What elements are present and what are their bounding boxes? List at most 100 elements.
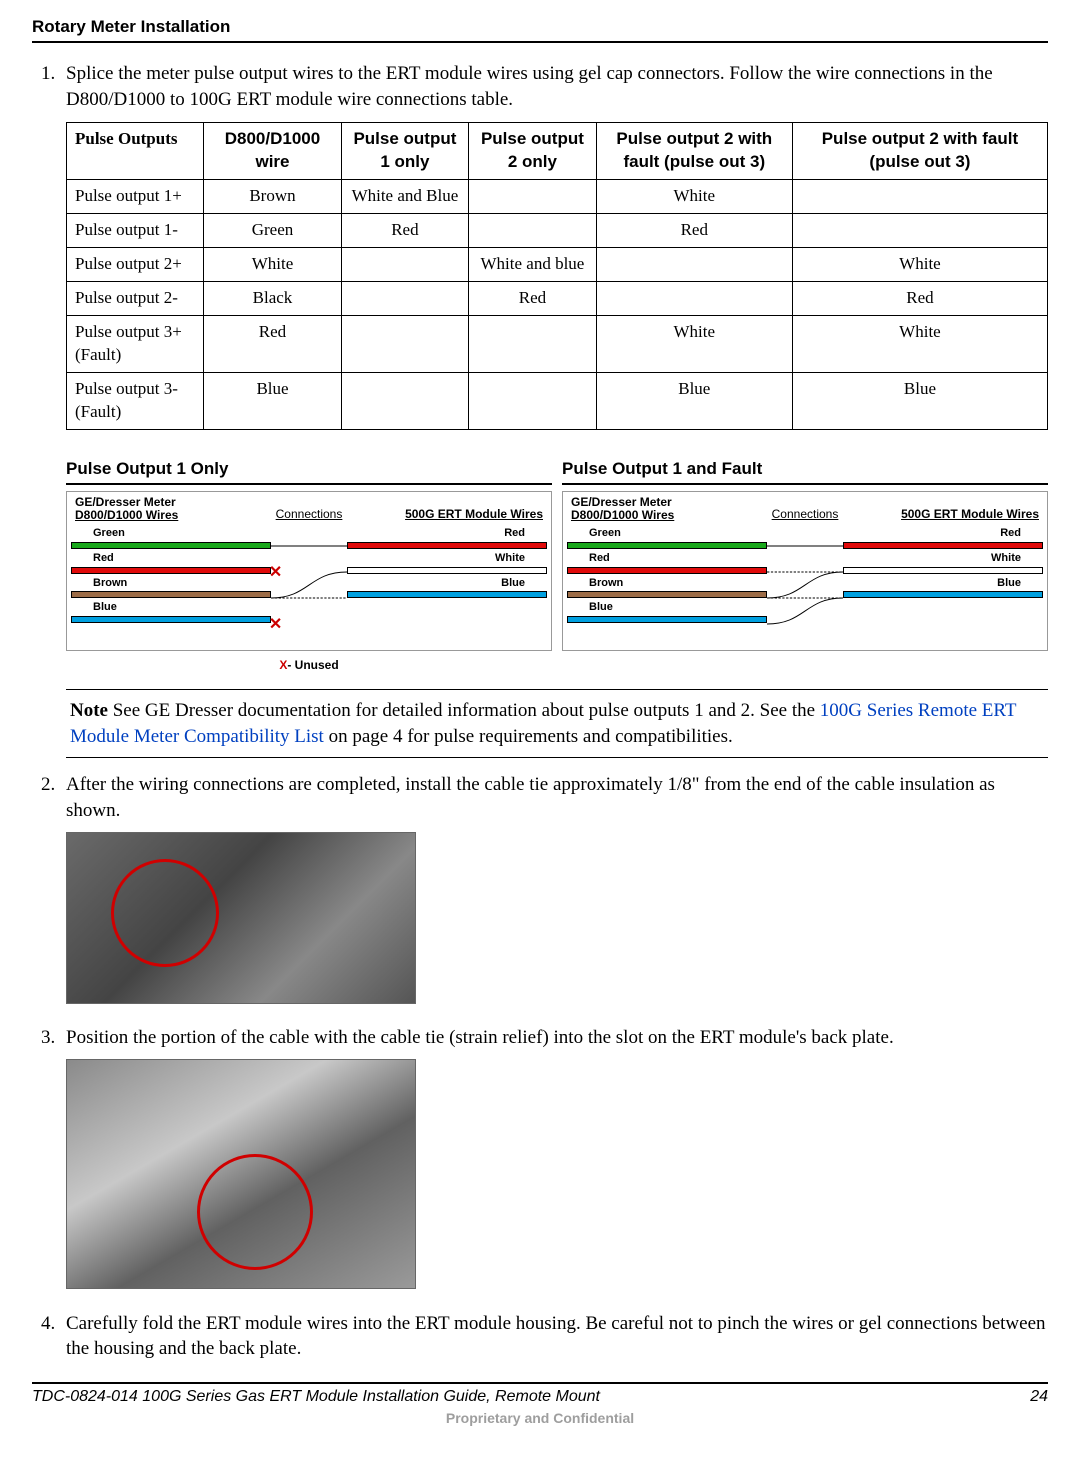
table-cell: White <box>792 315 1047 372</box>
step-list: Splice the meter pulse output wires to t… <box>32 61 1048 1362</box>
wire-bar <box>71 616 271 623</box>
wire-item: Brown <box>567 576 767 599</box>
wire-bar <box>843 567 1043 574</box>
diagram-hdr-right: 500G ERT Module Wires <box>375 506 543 522</box>
wire-bar <box>567 542 767 549</box>
step-1: Splice the meter pulse output wires to t… <box>60 61 1048 758</box>
wire-item: White <box>843 551 1043 574</box>
wire-label: White <box>843 551 1043 566</box>
wire-label: Red <box>567 551 767 566</box>
wire-bar <box>71 542 271 549</box>
table-cell <box>469 315 597 372</box>
table-cell: Pulse output 3- (Fault) <box>67 372 204 429</box>
table-cell: White and blue <box>469 247 597 281</box>
photo-strain-relief-slot <box>66 1059 416 1289</box>
note-text2: on page 4 for pulse requirements and com… <box>324 726 733 747</box>
diagram-left-box: GE/Dresser Meter D800/D1000 Wires Connec… <box>66 491 552 651</box>
wire-label: Brown <box>567 576 767 591</box>
wire-item: White <box>347 551 547 574</box>
note-lead: Note <box>70 700 108 721</box>
table-row: Pulse output 1+BrownWhite and BlueWhite <box>67 180 1048 214</box>
wire-bar <box>843 542 1043 549</box>
footer: TDC-0824-014 100G Series Gas ERT Module … <box>32 1384 1048 1408</box>
table-cell <box>792 214 1047 248</box>
wire-label: Blue <box>71 600 271 615</box>
wire-item: Blue <box>71 600 271 623</box>
step-3: Position the portion of the cable with t… <box>60 1025 1048 1296</box>
diagram-hdr-right: 500G ERT Module Wires <box>871 506 1039 522</box>
table-cell: Red <box>341 214 469 248</box>
diagram-hdr-left: GE/Dresser Meter D800/D1000 Wires <box>75 496 243 522</box>
table-cell: White and Blue <box>341 180 469 214</box>
step-1-text: Splice the meter pulse output wires to t… <box>66 63 993 110</box>
wire-bar <box>567 591 767 598</box>
wire-label: Green <box>71 526 271 541</box>
wire-item: Green <box>71 526 271 549</box>
table-header: D800/D1000 wire <box>204 123 341 180</box>
table-cell: Pulse output 2+ <box>67 247 204 281</box>
table-cell <box>596 281 792 315</box>
table-header: Pulse Outputs <box>67 123 204 180</box>
diagram-left: Pulse Output 1 Only GE/Dresser Meter D80… <box>66 458 552 674</box>
table-cell: White <box>792 247 1047 281</box>
hdr-left-l1: GE/Dresser Meter <box>571 495 672 509</box>
wire-label: Brown <box>71 576 271 591</box>
table-cell: Pulse output 1- <box>67 214 204 248</box>
table-cell: Red <box>204 315 341 372</box>
table-cell: White <box>204 247 341 281</box>
connector-lines <box>767 526 843 646</box>
unused-x-icon: ✕ <box>269 562 282 584</box>
diagram-hdr-left: GE/Dresser Meter D800/D1000 Wires <box>571 496 739 522</box>
table-cell <box>469 372 597 429</box>
diagram-right-title: Pulse Output 1 and Fault <box>562 458 1048 485</box>
wire-bar <box>71 591 271 598</box>
table-cell: Red <box>792 281 1047 315</box>
connector-lines <box>271 526 347 646</box>
diagram-hdr-mid: Connections <box>276 506 343 522</box>
wire-connections-table: Pulse OutputsD800/D1000 wirePulse output… <box>66 122 1048 429</box>
table-cell: Blue <box>596 372 792 429</box>
diagram-hdr-mid: Connections <box>772 506 839 522</box>
table-cell: Brown <box>204 180 341 214</box>
table-cell: White <box>596 180 792 214</box>
table-cell <box>341 247 469 281</box>
table-cell: Pulse output 3+ (Fault) <box>67 315 204 372</box>
page-header: Rotary Meter Installation <box>32 16 1048 43</box>
wire-label: Red <box>347 526 547 541</box>
step-4-text: Carefully fold the ERT module wires into… <box>66 1313 1046 1360</box>
note-text1: See GE Dresser documentation for detaile… <box>108 700 820 721</box>
wire-bar <box>843 591 1043 598</box>
table-cell <box>469 214 597 248</box>
step-2-text: After the wiring connections are complet… <box>66 774 995 821</box>
legend-unused-text: - Unused <box>287 658 338 672</box>
table-row: Pulse output 2+WhiteWhite and blueWhite <box>67 247 1048 281</box>
unused-x-icon: ✕ <box>269 614 282 636</box>
wire-item: Red <box>347 526 547 549</box>
table-cell <box>341 372 469 429</box>
table-cell: White <box>596 315 792 372</box>
table-cell <box>469 180 597 214</box>
footer-confidential: Proprietary and Confidential <box>32 1409 1048 1428</box>
wire-item: Red <box>567 551 767 574</box>
wire-bar <box>347 591 547 598</box>
step-4: Carefully fold the ERT module wires into… <box>60 1311 1048 1362</box>
table-header: Pulse output 2 with fault (pulse out 3) <box>596 123 792 180</box>
wire-bar <box>71 567 271 574</box>
wire-bar <box>567 567 767 574</box>
wire-label: Blue <box>347 576 547 591</box>
table-cell <box>596 247 792 281</box>
table-row: Pulse output 3+ (Fault)Red WhiteWhite <box>67 315 1048 372</box>
step-2: After the wiring connections are complet… <box>60 772 1048 1011</box>
table-header: Pulse output 2 with fault (pulse out 3) <box>792 123 1047 180</box>
table-cell: Blue <box>204 372 341 429</box>
photo-highlight-circle <box>197 1154 313 1270</box>
wire-bar <box>347 542 547 549</box>
table-cell: Blue <box>792 372 1047 429</box>
wire-bar <box>567 616 767 623</box>
wire-label: Green <box>567 526 767 541</box>
wire-label: Blue <box>843 576 1043 591</box>
table-cell <box>341 281 469 315</box>
footer-left: TDC-0824-014 100G Series Gas ERT Module … <box>32 1386 600 1408</box>
legend-unused: X- Unused <box>66 657 552 673</box>
table-cell <box>792 180 1047 214</box>
